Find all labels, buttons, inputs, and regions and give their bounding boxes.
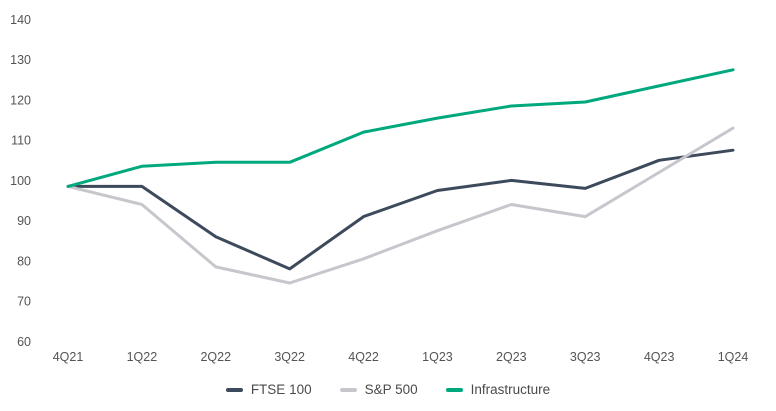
x-axis-label: 1Q22 bbox=[127, 350, 158, 364]
legend-swatch-icon bbox=[225, 388, 243, 392]
x-axis-label: 2Q23 bbox=[496, 350, 527, 364]
y-axis-label: 70 bbox=[17, 295, 31, 309]
legend-label: S&P 500 bbox=[364, 382, 418, 397]
x-axis-label: 2Q22 bbox=[200, 350, 231, 364]
series-line-infrastructure bbox=[66, 68, 735, 188]
legend-item-infrastructure[interactable]: Infrastructure bbox=[445, 382, 551, 397]
x-axis-label: 1Q24 bbox=[718, 350, 749, 364]
x-axis-label: 4Q23 bbox=[644, 350, 675, 364]
y-axis-label: 110 bbox=[11, 134, 31, 148]
legend-item-ftse-100[interactable]: FTSE 100 bbox=[225, 382, 312, 397]
y-axis-label: 120 bbox=[10, 93, 31, 107]
x-axis-label: 4Q21 bbox=[53, 350, 84, 364]
y-axis-label: 100 bbox=[10, 174, 31, 188]
series-line-s-p-500 bbox=[66, 126, 735, 285]
y-axis-label: 80 bbox=[17, 254, 31, 268]
y-axis-label: 130 bbox=[10, 53, 31, 67]
y-axis-label: 90 bbox=[17, 214, 31, 228]
chart-canvas: 60 70 80 90 100 110 120 130 140 4Q21 1Q22 2Q22 3Q22 4… bbox=[10, 13, 749, 364]
x-axis-label: 3Q23 bbox=[570, 350, 601, 364]
y-axis-label: 140 bbox=[10, 13, 31, 27]
x-axis-label: 1Q23 bbox=[422, 350, 453, 364]
legend-label: Infrastructure bbox=[470, 382, 551, 397]
legend-item-s-p-500[interactable]: S&P 500 bbox=[339, 382, 418, 397]
y-axis-label: 60 bbox=[17, 335, 31, 349]
chart-legend: FTSE 100 S&P 500 Infrastructure bbox=[0, 383, 776, 397]
x-axis-label: 3Q22 bbox=[274, 350, 305, 364]
series-line-ftse-100 bbox=[66, 148, 735, 271]
legend-swatch-icon bbox=[445, 388, 463, 392]
legend-label: FTSE 100 bbox=[250, 382, 312, 397]
x-axis-label: 4Q22 bbox=[348, 350, 379, 364]
legend-swatch-icon bbox=[339, 388, 357, 392]
